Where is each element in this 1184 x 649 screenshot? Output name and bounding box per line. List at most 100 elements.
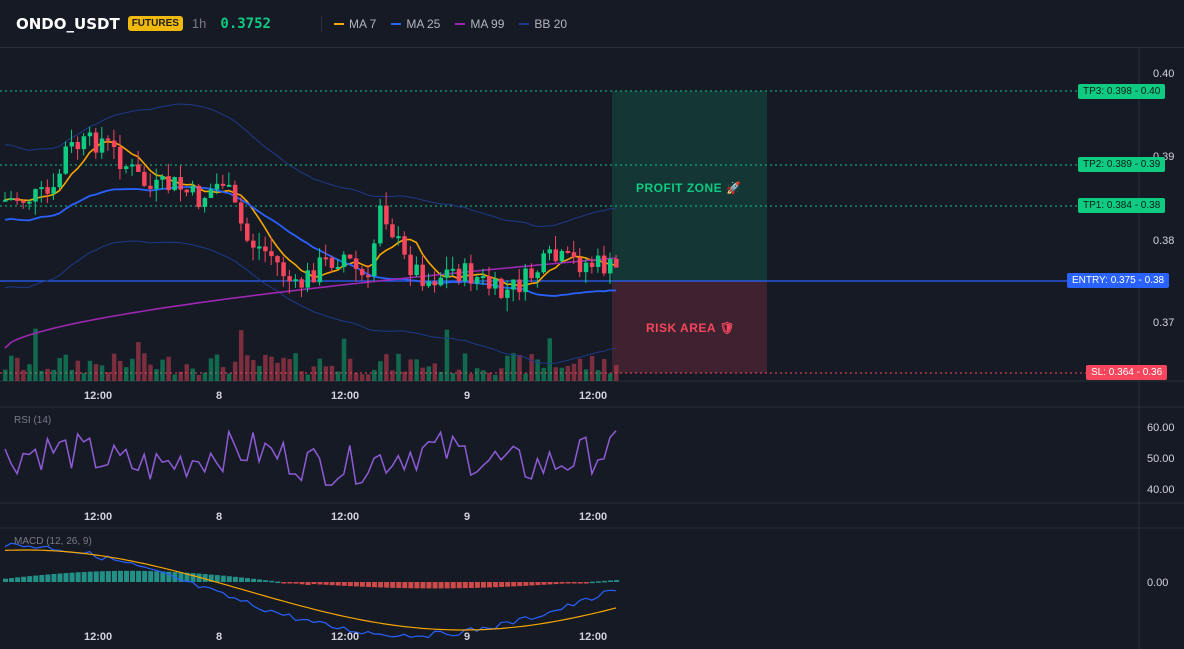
volume-bar — [541, 367, 546, 381]
candle-body — [347, 254, 353, 259]
volume-bar — [99, 365, 105, 381]
macd-histogram-bar — [426, 582, 432, 589]
macd-histogram-bar — [468, 582, 474, 588]
ma99-label: MA 99 — [470, 16, 505, 31]
macd-histogram-bar — [553, 582, 559, 585]
volume-bar — [359, 374, 365, 381]
candle-body — [511, 279, 516, 290]
candle-body — [202, 197, 208, 207]
legend-ma99[interactable]: MA 99 — [455, 17, 504, 31]
candle-body — [27, 201, 32, 204]
volume-bar — [547, 338, 552, 381]
macd-histogram-bar — [589, 581, 595, 584]
macd-histogram-bar — [105, 571, 111, 582]
candle-body — [529, 268, 534, 279]
volume-bar — [172, 374, 177, 381]
candle-body — [589, 262, 595, 268]
macd-histogram-bar — [523, 582, 529, 586]
candle-body — [480, 276, 486, 279]
candle-body — [196, 185, 202, 207]
macd-histogram-bar — [329, 582, 335, 586]
volume-bar — [69, 369, 75, 381]
candle-body — [245, 223, 250, 241]
macd-histogram-bar — [3, 578, 8, 582]
macd-histogram-bar — [117, 570, 123, 582]
volume-bar — [456, 369, 462, 381]
bb-lower — [4, 240, 617, 364]
candle-body — [75, 142, 81, 150]
candle-body — [474, 277, 480, 284]
volume-bar — [45, 368, 50, 381]
macd-histogram-bar — [474, 582, 480, 588]
volume-bar — [408, 359, 413, 381]
tp3-tag[interactable]: TP3: 0.398 - 0.40 — [1078, 84, 1166, 99]
candle-body — [111, 140, 117, 147]
macd-histogram-bar — [438, 582, 444, 589]
candle-body — [257, 246, 262, 249]
candle-body — [462, 263, 468, 282]
volume-bar — [420, 367, 425, 381]
volume-bar — [493, 374, 498, 381]
candle-body — [299, 279, 304, 288]
volume-bar — [9, 355, 14, 381]
candle-body — [160, 176, 165, 180]
macd-histogram-bar — [130, 570, 136, 582]
macd-histogram-bar — [299, 582, 305, 585]
volume-bar — [281, 357, 286, 381]
volume-bar — [275, 362, 280, 381]
volume-bar — [160, 359, 165, 381]
candle-body — [595, 255, 601, 268]
volume-bar — [347, 358, 353, 381]
candle-body — [432, 281, 438, 286]
macd-histogram-bar — [45, 574, 51, 582]
tp1-tag[interactable]: TP1: 0.384 - 0.38 — [1078, 198, 1166, 213]
macd-histogram-bar — [33, 575, 39, 582]
macd-histogram-bar — [75, 572, 81, 582]
candle-body — [15, 198, 20, 201]
macd-histogram-bar — [414, 582, 420, 589]
macd-histogram-bar — [263, 580, 269, 582]
rsi-path — [4, 429, 617, 486]
volume-bar — [3, 369, 8, 381]
ma7-line — [4, 140, 617, 287]
symbol-name[interactable]: ONDO_USDT — [16, 14, 120, 33]
legend-bb20[interactable]: BB 20 — [519, 17, 567, 31]
macd-histogram-bar — [99, 571, 105, 582]
entry-tag[interactable]: ENTRY: 0.375 - 0.38 — [1067, 273, 1170, 288]
macd-histogram-bar — [420, 582, 426, 589]
volume-bar — [57, 357, 62, 381]
macd-histogram-bar — [432, 582, 438, 589]
time-tick: 9 — [464, 631, 470, 643]
volume-bar — [505, 355, 510, 381]
risk-zone — [612, 281, 767, 373]
macd-histogram-bar — [124, 570, 129, 582]
candle-body — [390, 224, 395, 238]
sl-tag[interactable]: SL: 0.364 - 0.36 — [1086, 365, 1168, 380]
macd-histogram-bar — [251, 578, 257, 582]
price-tick: 0.40 — [1153, 68, 1174, 80]
candle-body — [553, 249, 559, 262]
tp2-tag[interactable]: TP2: 0.389 - 0.39 — [1078, 157, 1166, 172]
candle-body — [87, 132, 93, 137]
candle-body — [396, 236, 401, 239]
candle-body — [583, 262, 589, 273]
volume-bar — [148, 364, 153, 381]
timeframe-label[interactable]: 1h — [191, 16, 207, 31]
candle-body — [571, 252, 577, 258]
volume-bar — [166, 356, 171, 381]
volume-bar — [462, 353, 468, 381]
futures-badge: FUTURES — [127, 16, 183, 31]
candle-body — [51, 187, 56, 194]
candle-body — [402, 236, 407, 255]
candle-body — [420, 264, 425, 287]
candle-body — [136, 164, 141, 172]
volume-bar — [51, 369, 56, 381]
volume-bar — [124, 367, 129, 381]
ma7-label: MA 7 — [348, 16, 377, 31]
macd-histogram-bar — [359, 582, 365, 587]
bb20-swatch — [519, 22, 530, 25]
legend-ma7[interactable]: MA 7 — [333, 16, 377, 31]
legend-ma25[interactable]: MA 25 — [391, 17, 440, 31]
volume-bar — [75, 360, 81, 381]
